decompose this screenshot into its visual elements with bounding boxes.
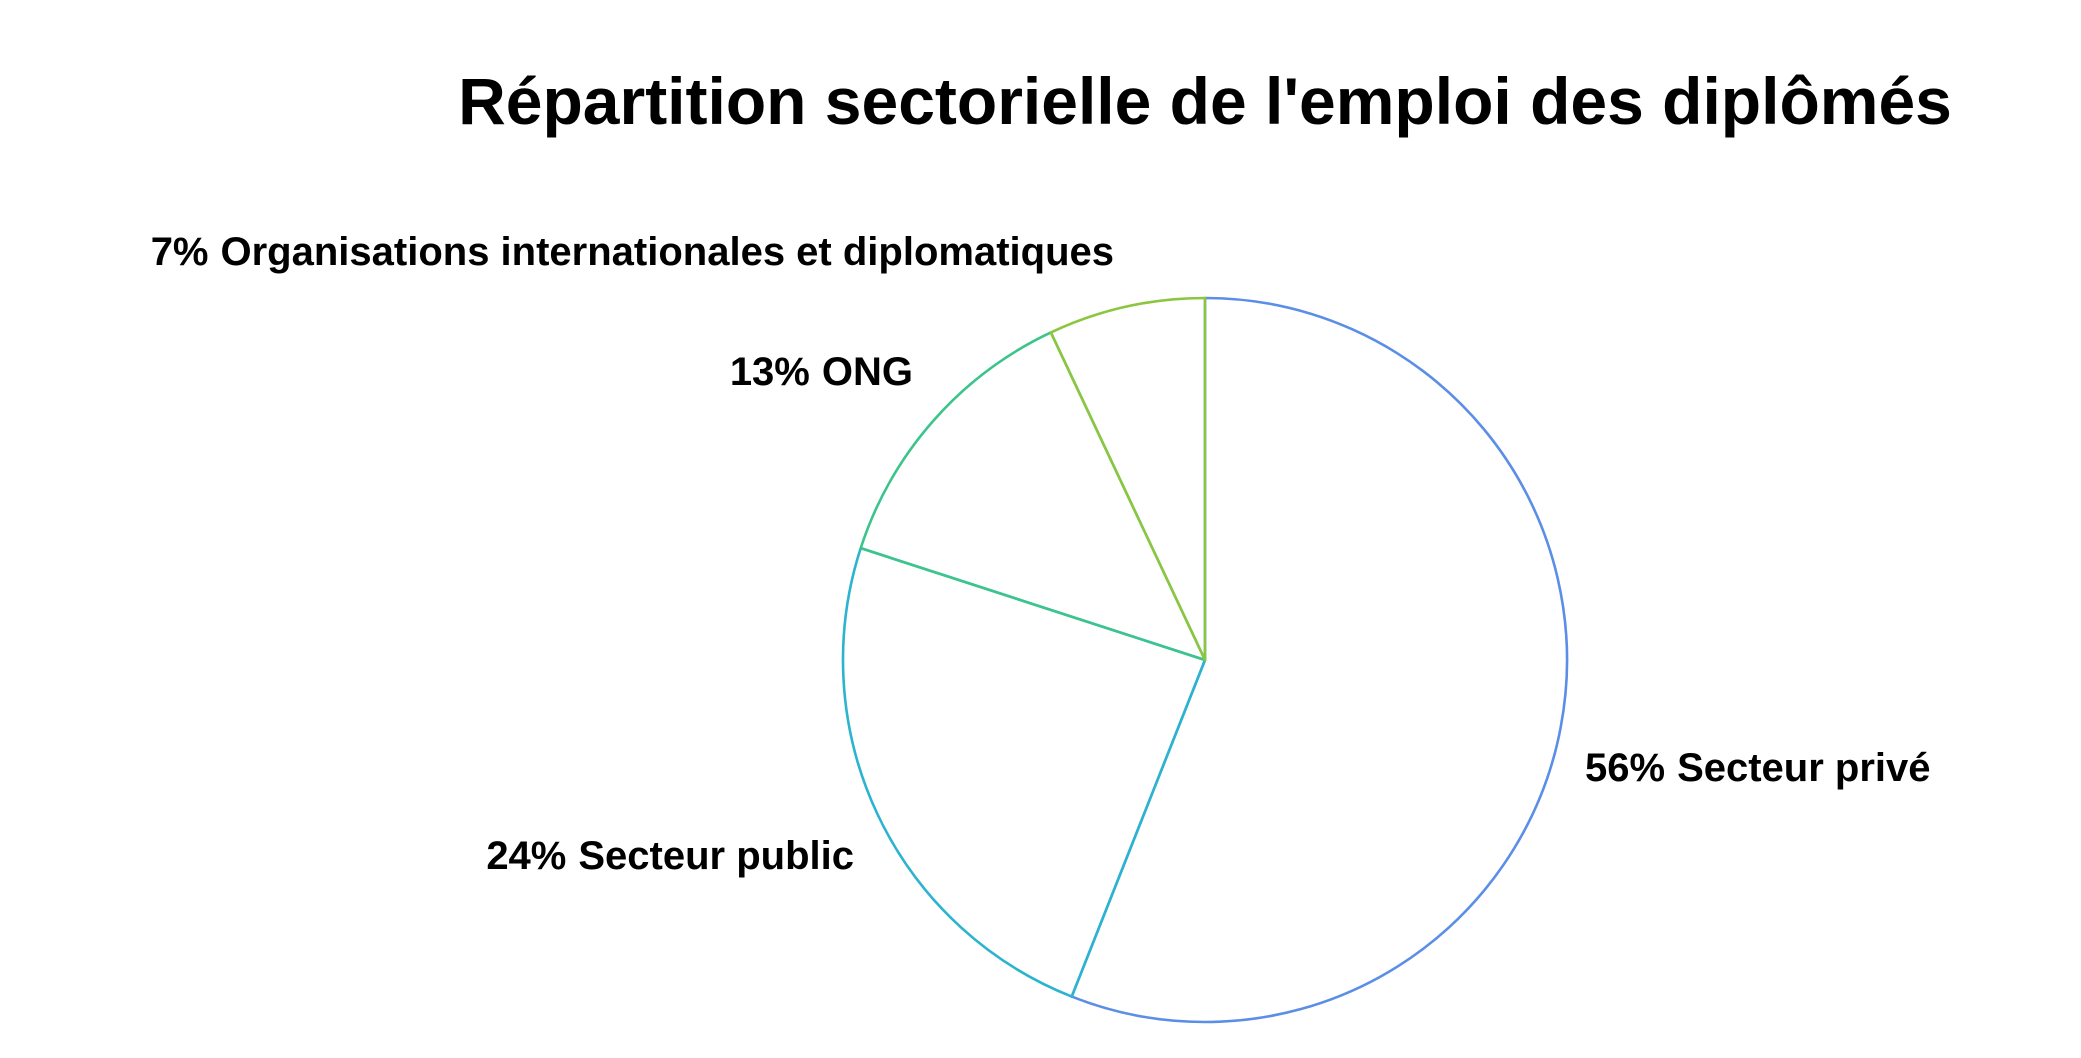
slice-percent: 56%: [1585, 746, 1665, 790]
chart-title: Répartition sectorielle de l'emploi des …: [458, 64, 1952, 138]
slice-percent: 7%: [151, 230, 209, 274]
slice-name: Secteur privé: [1677, 746, 1930, 790]
slice-label: 7% Organisations internationales et diplo…: [151, 230, 1114, 274]
slice-name: Organisations internationales et diploma…: [221, 230, 1115, 274]
slice-label: 24% Secteur public: [486, 834, 854, 878]
slice-label: 56% Secteur privé: [1585, 746, 1931, 790]
slice-percent: 24%: [486, 834, 566, 878]
pie-slice: [1070, 296, 1569, 1024]
slice-name: ONG: [822, 350, 913, 394]
slice-name: Secteur public: [578, 834, 854, 878]
pie-slice: [859, 331, 1207, 662]
slice-label: 13% ONG: [730, 350, 913, 394]
slice-percent: 13%: [730, 350, 810, 394]
pie-slice: [1049, 296, 1207, 662]
pie-slice: [841, 546, 1207, 998]
